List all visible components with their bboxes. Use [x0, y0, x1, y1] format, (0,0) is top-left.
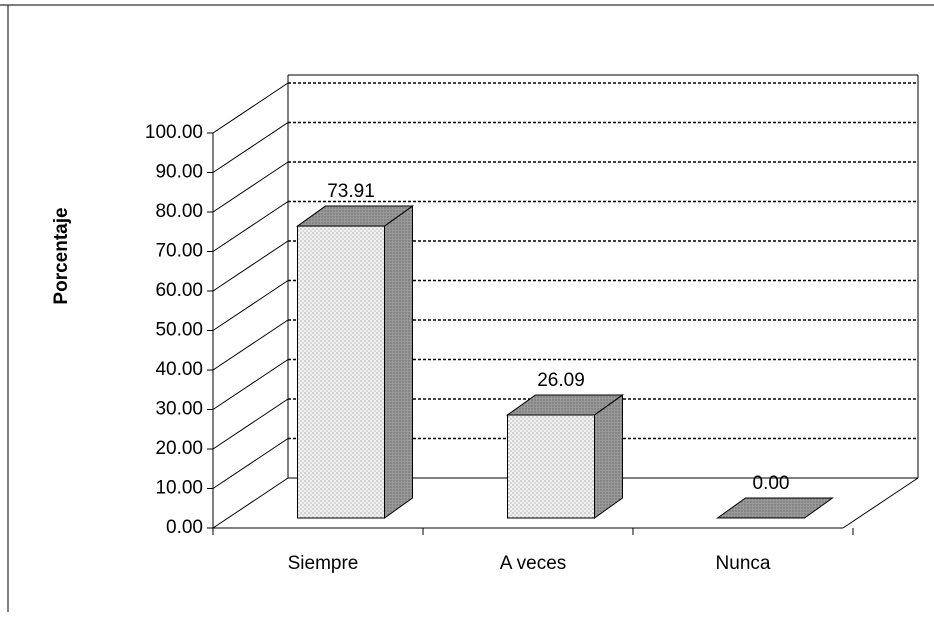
- bar-top: [505, 394, 625, 416]
- side-grid-line: [212, 280, 289, 331]
- y-tick-label: 100.00: [145, 122, 203, 143]
- y-tick-label: 0.00: [166, 517, 203, 538]
- bar-front: [297, 225, 385, 519]
- side-grid-line: [212, 319, 289, 371]
- side-grid-line: [212, 438, 289, 489]
- y-tick-label: 70.00: [155, 241, 203, 262]
- value-label: 26.09: [537, 370, 585, 391]
- side-grid-line: [212, 240, 289, 292]
- side-grid-line: [212, 82, 289, 134]
- y-tick-label: 30.00: [155, 399, 203, 420]
- bar: [505, 393, 625, 519]
- y-tick-label: 20.00: [155, 438, 203, 459]
- bar-side: [594, 393, 623, 519]
- y-tick-label: 80.00: [155, 201, 203, 222]
- floor-edge: [842, 477, 919, 529]
- y-tick-label: 60.00: [155, 280, 203, 301]
- bar: [295, 205, 415, 519]
- bar-front: [507, 414, 595, 519]
- x-tick-label: Nunca: [716, 553, 771, 574]
- side-grid-line: [212, 201, 289, 252]
- bar: [715, 497, 835, 519]
- side-grid-line: [212, 161, 289, 213]
- bar-top: [295, 205, 415, 227]
- y-tick-label: 10.00: [155, 478, 203, 499]
- side-grid-line: [212, 122, 289, 173]
- side-grid-line: [212, 477, 289, 529]
- bar-side: [384, 205, 413, 519]
- value-label: 0.00: [753, 473, 790, 494]
- bar-top: [715, 497, 835, 519]
- y-tick-label: 50.00: [155, 320, 203, 341]
- y-tick-label: 40.00: [155, 359, 203, 380]
- x-tick-label: A veces: [500, 553, 567, 574]
- value-label: 73.91: [327, 181, 375, 202]
- side-grid-line: [212, 359, 289, 410]
- side-grid-line: [212, 398, 289, 450]
- x-tick-label: Siempre: [288, 553, 359, 574]
- y-tick-label: 90.00: [155, 162, 203, 183]
- y-axis-label: Porcentaje: [51, 207, 72, 304]
